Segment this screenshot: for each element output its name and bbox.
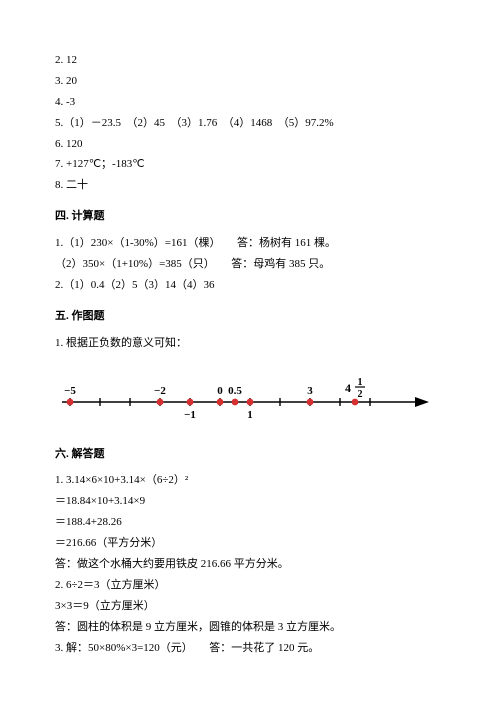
svg-text:−5: −5 (64, 385, 76, 397)
svg-text:3: 3 (307, 385, 313, 397)
sec6-line7: 3×3＝9（立方厘米） (55, 596, 445, 617)
sec4-line3: 2.（1）0.4（2）5（3）14（4）36 (55, 275, 445, 296)
sec6-line3: ＝188.4+28.26 (55, 512, 445, 533)
sec6-line8: 答：圆柱的体积是 9 立方厘米，圆锥的体积是 3 立方厘米。 (55, 617, 445, 638)
sec6-line6: 2. 6÷2＝3（立方厘米） (55, 575, 445, 596)
sec6-line9: 3. 解：50×80%×3=120（元） 答：一共花了 120 元。 (55, 638, 445, 659)
ans-6: 6. 120 (55, 134, 445, 155)
svg-text:2: 2 (358, 389, 363, 400)
svg-text:−1: −1 (184, 409, 196, 421)
sec6-line4: ＝216.66（平方分米） (55, 533, 445, 554)
svg-text:0.5: 0.5 (228, 385, 242, 397)
section-5-title: 五. 作图题 (55, 306, 445, 327)
ans-2: 2. 12 (55, 50, 445, 71)
svg-text:0: 0 (217, 385, 223, 397)
sec4-line2: （2）350×（1+10%）=385（只） 答：母鸡有 385 只。 (55, 254, 445, 275)
section-4-title: 四. 计算题 (55, 206, 445, 227)
svg-text:4: 4 (345, 381, 351, 395)
ans-4: 4. -3 (55, 92, 445, 113)
sec6-line2: ＝18.84×10+3.14×9 (55, 491, 445, 512)
ans-5: 5.（1）－23.5 （2）45 （3）1.76 （4）1468 （5）97.2… (55, 113, 445, 134)
ans-8: 8. 二十 (55, 175, 445, 196)
svg-text:−2: −2 (154, 385, 166, 397)
sec5-line1: 1. 根据正负数的意义可知： (55, 333, 445, 354)
section-6-title: 六. 解答题 (55, 444, 445, 465)
ans-3: 3. 20 (55, 71, 445, 92)
ans-7: 7. +127℃；-183℃ (55, 154, 445, 175)
sec4-line1: 1.（1）230×（1-30%）=161（棵） 答：杨树有 161 棵。 (55, 233, 445, 254)
number-line: −5−200.53412−11 (55, 372, 445, 434)
sec6-line5: 答：做这个水桶大约要用铁皮 216.66 平方分米。 (55, 554, 445, 575)
svg-text:1: 1 (358, 377, 363, 388)
svg-text:1: 1 (247, 409, 253, 421)
sec6-line1: 1. 3.14×6×10+3.14×（6÷2）² (55, 470, 445, 491)
